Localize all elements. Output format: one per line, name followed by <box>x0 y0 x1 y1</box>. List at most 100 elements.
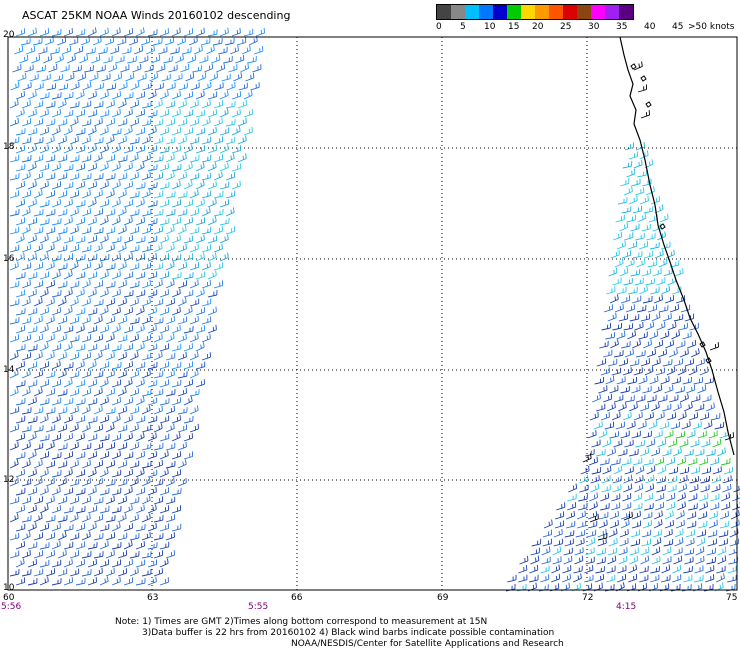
wind-barb <box>159 253 170 262</box>
wind-barb <box>39 28 50 37</box>
wind-barb <box>655 411 665 421</box>
wind-barb <box>652 537 662 547</box>
wind-barb <box>225 207 235 217</box>
wind-barb <box>207 126 217 136</box>
wind-barb <box>647 394 657 403</box>
wind-barb <box>213 243 223 253</box>
wind-barb <box>129 406 140 415</box>
wind-barb <box>45 135 55 145</box>
wind-barb <box>643 250 654 259</box>
wind-barb <box>45 315 55 325</box>
wind-barb <box>117 155 128 163</box>
wind-barb <box>171 343 182 352</box>
wind-barb <box>9 406 20 415</box>
wind-barb <box>621 250 631 259</box>
wind-barb <box>141 461 152 469</box>
wind-barb <box>99 343 110 352</box>
wind-barb <box>709 342 719 351</box>
wind-barb <box>17 72 27 82</box>
wind-barb <box>628 573 638 583</box>
wind-barb <box>589 501 598 511</box>
wind-barb <box>147 379 158 388</box>
wind-barb <box>27 416 38 424</box>
wind-barb <box>70 81 80 91</box>
wind-barb <box>594 376 605 385</box>
wind-barb <box>718 530 729 538</box>
wind-barb <box>609 510 619 520</box>
wind-barb <box>645 483 655 493</box>
wind-barb <box>636 258 646 268</box>
wind-barb <box>81 208 91 217</box>
wind-barb <box>634 483 644 493</box>
island-marker <box>699 341 706 348</box>
wind-barb <box>189 262 200 271</box>
wind-barb <box>51 218 62 226</box>
wind-barb <box>135 27 145 37</box>
wind-barb <box>27 162 37 172</box>
wind-barb <box>39 92 50 100</box>
wind-barb <box>663 538 674 547</box>
wind-barb <box>612 322 623 331</box>
wind-barb <box>617 402 627 412</box>
wind-barb <box>81 477 91 487</box>
wind-barb <box>141 171 151 181</box>
wind-barb <box>687 457 698 466</box>
wind-barb <box>105 154 116 163</box>
wind-barb <box>135 162 145 172</box>
wind-barb <box>141 244 152 253</box>
wind-barb <box>129 477 139 487</box>
wind-barb <box>63 198 73 208</box>
wind-barb <box>177 441 187 451</box>
wind-barb <box>108 63 118 73</box>
wind-barb <box>79 54 89 64</box>
wind-barb <box>231 163 242 172</box>
wind-barb <box>39 434 50 442</box>
wind-barb <box>129 369 139 379</box>
wind-barb <box>45 460 56 469</box>
wind-barb <box>201 136 212 145</box>
wind-barb <box>599 458 610 466</box>
wind-barb <box>87 522 97 532</box>
wind-barb <box>111 236 122 244</box>
wind-barb <box>171 127 182 136</box>
wind-barb <box>219 252 229 262</box>
wind-barb <box>93 496 104 505</box>
wind-barb <box>33 154 44 163</box>
wind-barb <box>674 537 684 547</box>
wind-barb <box>15 487 26 496</box>
wind-barb <box>153 209 164 217</box>
wind-barb <box>141 153 151 163</box>
wind-barb <box>677 501 686 511</box>
colorbar-label: 5 <box>460 22 466 32</box>
wind-barb <box>51 343 62 352</box>
wind-barb <box>688 412 698 421</box>
wind-barb <box>727 565 737 574</box>
wind-barb <box>171 27 181 37</box>
wind-barb <box>105 479 116 487</box>
wind-barb <box>51 181 62 190</box>
wind-barb <box>676 340 686 349</box>
wind-barb <box>183 180 193 190</box>
wind-barb <box>111 576 121 586</box>
wind-barb <box>45 495 55 505</box>
island-marker <box>645 101 652 108</box>
wind-barb <box>201 99 211 109</box>
wind-barb <box>75 506 86 514</box>
wind-barb <box>657 438 667 448</box>
wind-barb <box>33 100 44 109</box>
wind-barb <box>141 389 152 397</box>
wind-barb <box>129 423 139 433</box>
wind-barb <box>678 483 688 493</box>
wind-barb <box>604 421 615 430</box>
wind-barb <box>159 307 170 316</box>
wind-barb <box>39 126 49 136</box>
wind-barb <box>27 396 37 406</box>
wind-barb <box>159 577 169 586</box>
wind-barb <box>110 46 120 55</box>
wind-barb <box>111 361 122 370</box>
wind-barb <box>664 510 674 520</box>
wind-barb <box>617 286 627 295</box>
wind-barb <box>238 82 248 91</box>
wind-barb <box>60 64 70 73</box>
wind-barb <box>185 72 195 82</box>
